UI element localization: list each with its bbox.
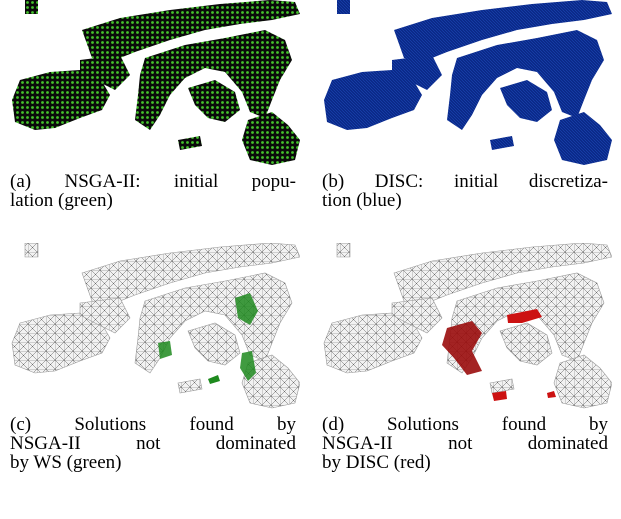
map-image bbox=[10, 0, 300, 166]
caption: (d) Solutions found by NSGA-II not domin… bbox=[322, 415, 608, 472]
caption: (a) NSGA-II: initial popu- lation (green… bbox=[10, 172, 296, 210]
page: (a) NSGA-II: initial popu- lation (green… bbox=[0, 0, 621, 519]
caption-line: (c) Solutions found by bbox=[10, 415, 296, 434]
panel-c: (c) Solutions found by NSGA-II not domin… bbox=[10, 243, 300, 472]
map-image bbox=[322, 243, 612, 409]
caption-line: (a) NSGA-II: initial popu- bbox=[10, 172, 296, 191]
caption-line: by WS (green) bbox=[10, 453, 296, 472]
caption: (c) Solutions found by NSGA-II not domin… bbox=[10, 415, 296, 472]
caption-line: (d) Solutions found by bbox=[322, 415, 608, 434]
caption-line: tion (blue) bbox=[322, 191, 608, 210]
caption-line: lation (green) bbox=[10, 191, 296, 210]
map-image bbox=[10, 243, 300, 409]
caption-line: (b) DISC: initial discretiza- bbox=[322, 172, 608, 191]
caption: (b) DISC: initial discretiza- tion (blue… bbox=[322, 172, 608, 210]
panel-b: (b) DISC: initial discretiza- tion (blue… bbox=[322, 0, 612, 210]
caption-line: by DISC (red) bbox=[322, 453, 608, 472]
caption-line: NSGA-II not dominated bbox=[322, 434, 608, 453]
caption-line: NSGA-II not dominated bbox=[10, 434, 296, 453]
map-image bbox=[322, 0, 612, 166]
panel-d: (d) Solutions found by NSGA-II not domin… bbox=[322, 243, 612, 472]
panel-a: (a) NSGA-II: initial popu- lation (green… bbox=[10, 0, 300, 210]
